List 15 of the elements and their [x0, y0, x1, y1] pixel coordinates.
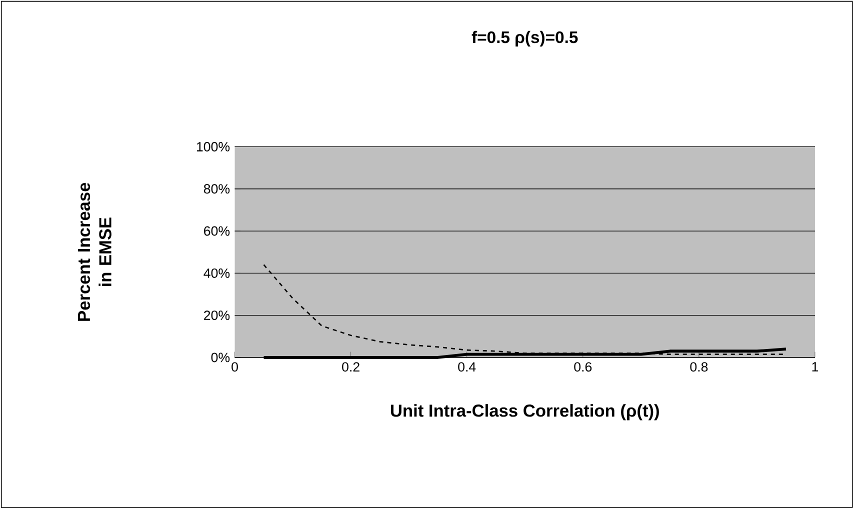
- y-tick-label: 80%: [204, 184, 230, 194]
- x-tick-label: 0.4: [458, 362, 476, 372]
- y-tick-label: 100%: [196, 142, 230, 152]
- chart-title: f=0.5 ρ(s)=0.5: [472, 30, 578, 46]
- x-tick-label: 0: [232, 362, 238, 372]
- y-tick-label: 20%: [204, 310, 230, 320]
- x-tick-label: 1: [812, 362, 818, 372]
- y-axis-title: Percent Increase in EMSE: [78, 182, 112, 321]
- x-axis-title: Unit Intra-Class Correlation (ρ(t)): [390, 404, 659, 420]
- y-tick-label: 60%: [204, 226, 230, 236]
- x-tick-label: 0.6: [574, 362, 592, 372]
- x-tick-label: 0.8: [690, 362, 708, 372]
- x-tick-label: 0.2: [342, 362, 360, 372]
- y-tick-label: 0%: [211, 352, 230, 362]
- y-tick-label: 40%: [204, 268, 230, 278]
